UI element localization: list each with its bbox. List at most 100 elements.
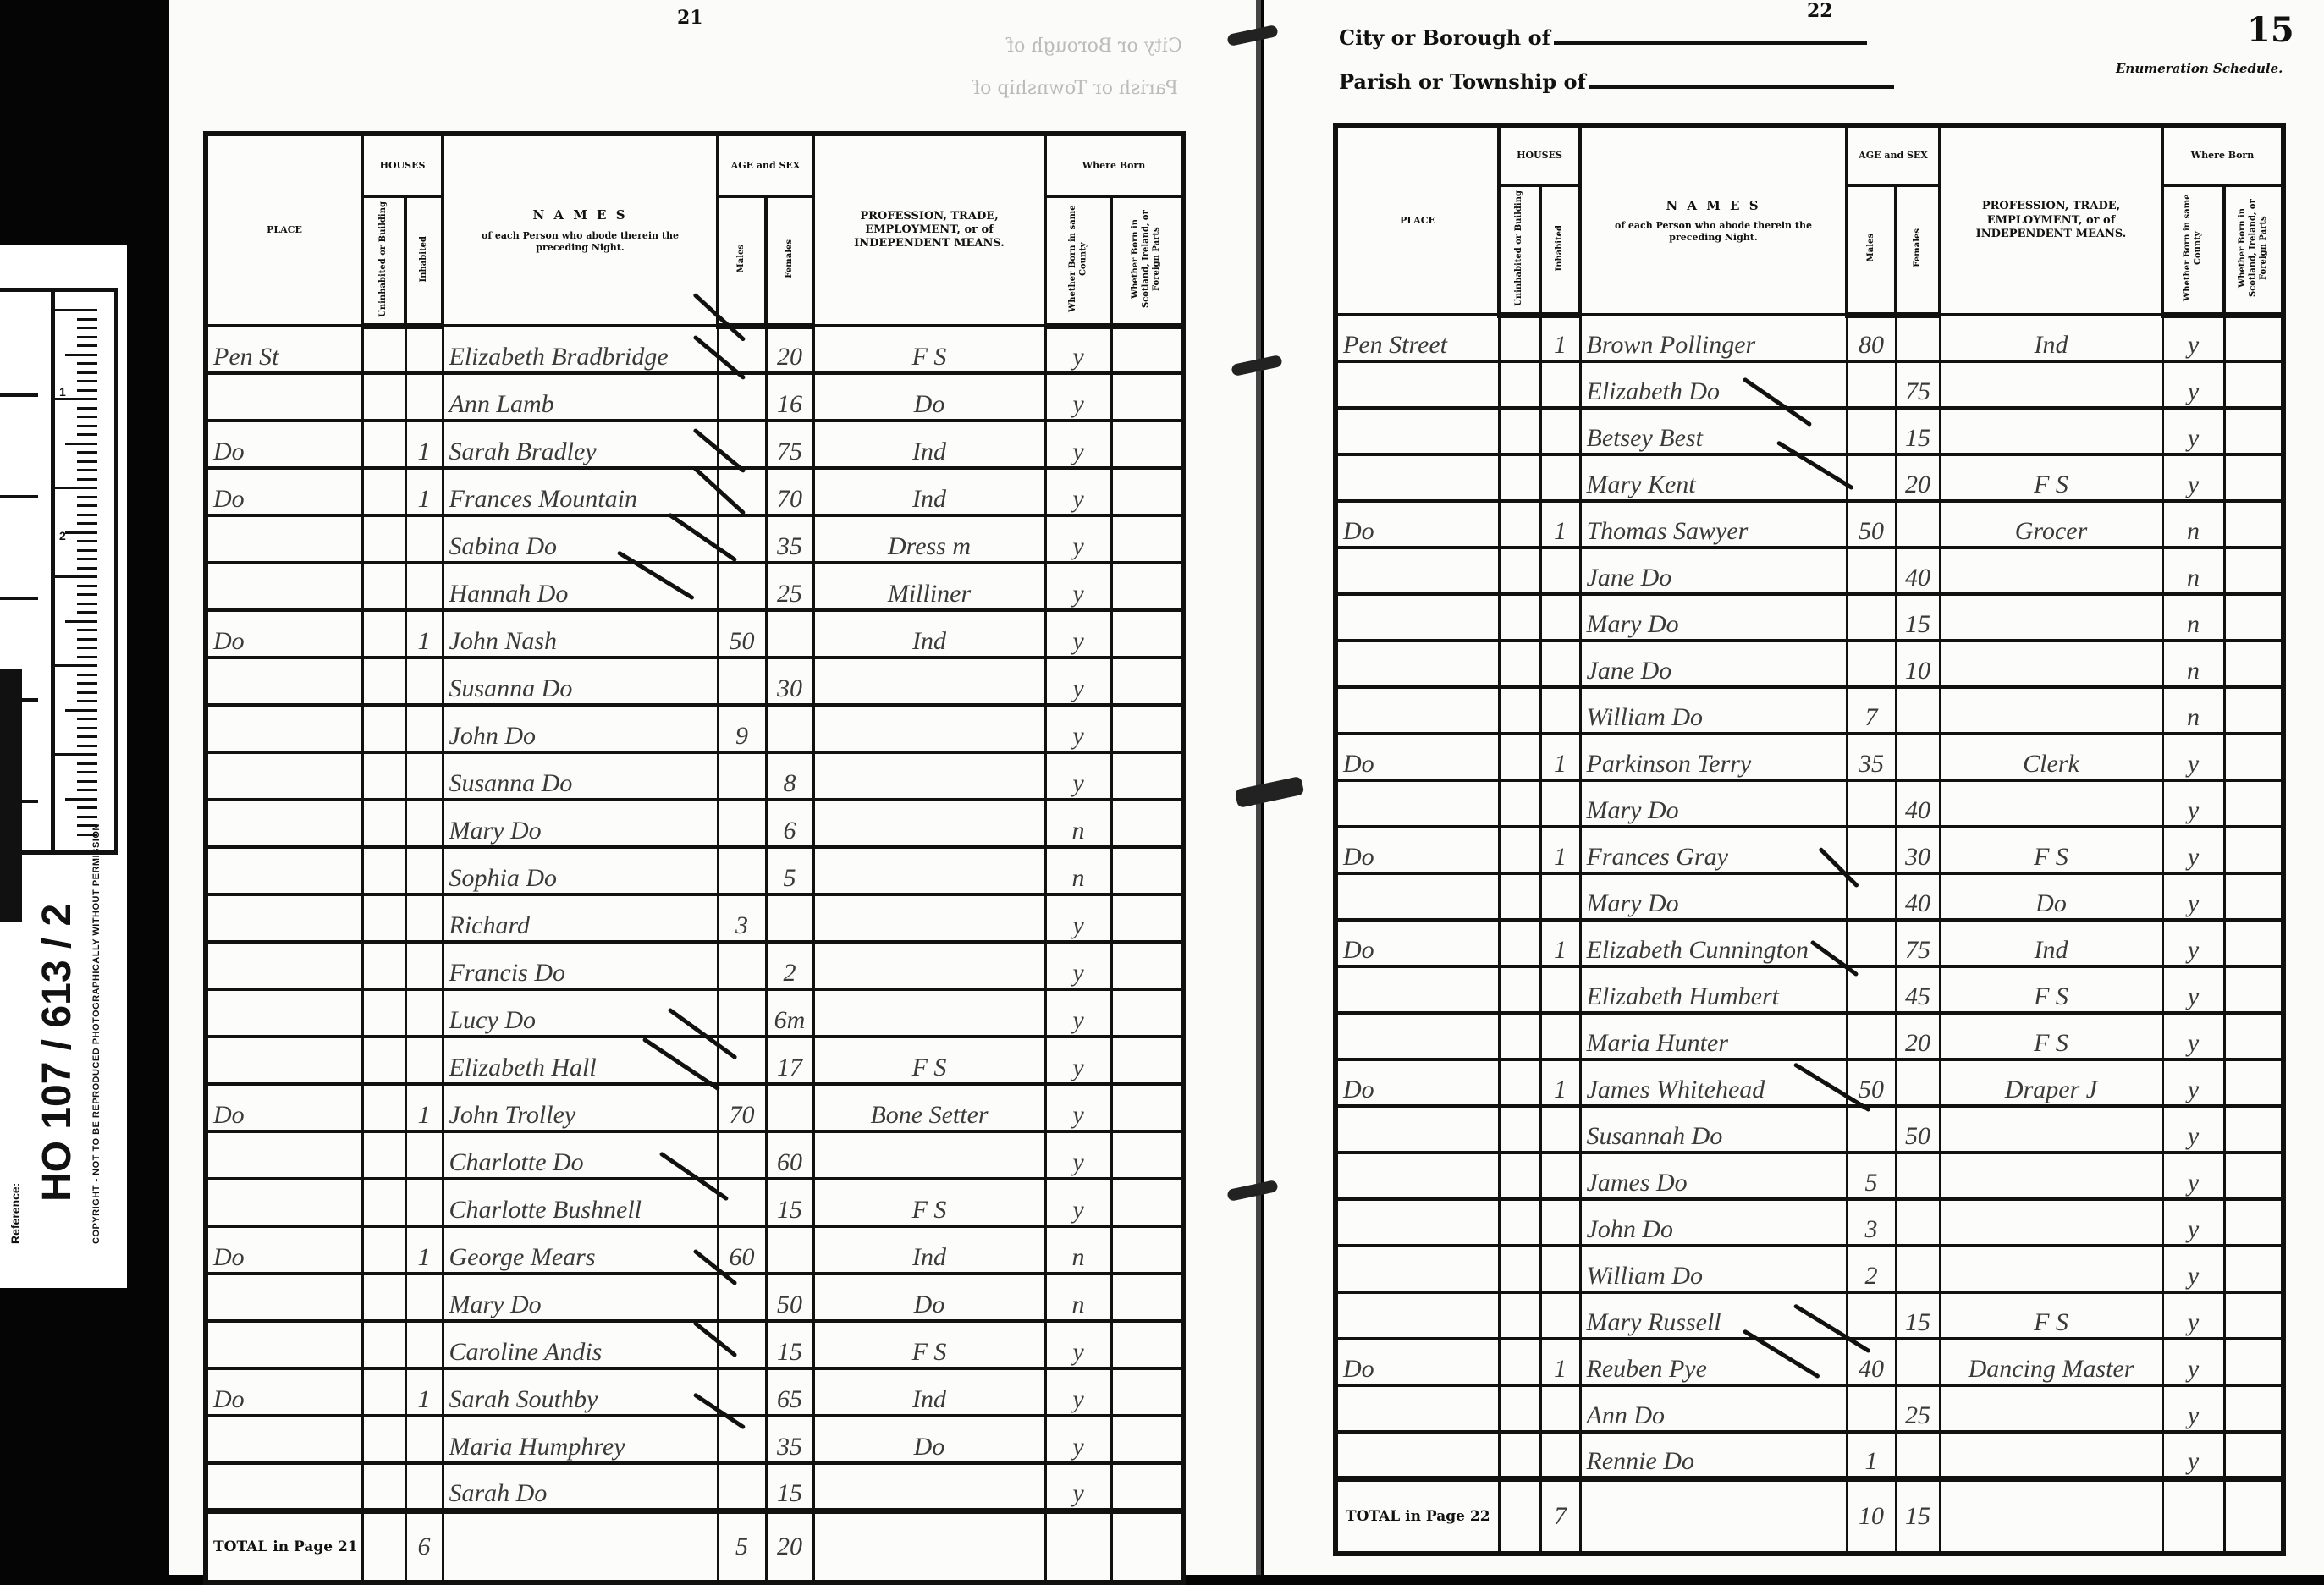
header-elsewhere: Whether Born in Scotland, Ireland, or Fo…: [1110, 194, 1185, 329]
table-row: James Do 5 y: [1334, 1153, 2285, 1202]
profession-cell: [812, 989, 1047, 1039]
uninhabited-cell: [361, 705, 407, 755]
born-same-county-cell: y: [1044, 326, 1113, 376]
table-row: Mary Do 50 Do n: [204, 1274, 1185, 1324]
male-age-cell: [716, 515, 768, 565]
name-cell: John Do: [441, 705, 719, 755]
ruler-tick: [77, 771, 97, 773]
male-age-cell: [716, 1463, 768, 1513]
name-cell: Sarah Do: [441, 1463, 719, 1513]
ruler-tick: [77, 416, 97, 418]
born-same-county-cell: n: [1044, 1226, 1113, 1276]
born-elsewhere-cell: [2222, 501, 2285, 550]
place-cell: [1334, 1432, 1501, 1481]
total-females: 15: [1894, 1475, 1941, 1556]
name-cell: Mary Do: [441, 800, 719, 850]
female-age-cell: [1894, 1432, 1941, 1481]
header-uninhabited: Uninhabited or Building: [361, 194, 407, 329]
female-age-cell: 75: [1894, 920, 1941, 969]
place-cell: [1334, 966, 1501, 1015]
born-elsewhere-cell: [2222, 1432, 2285, 1481]
uninhabited-cell: [361, 1321, 407, 1371]
inhabited-cell: 1: [404, 468, 444, 518]
inhabited-cell: [1539, 873, 1582, 922]
total-females: 20: [764, 1507, 815, 1585]
ruler-tick: [65, 442, 97, 445]
ruler-tick: [77, 548, 97, 552]
born-elsewhere-cell: [1110, 658, 1185, 707]
uninhabited-cell: [361, 1226, 407, 1276]
place-cell: [204, 658, 364, 707]
female-age-cell: [764, 894, 815, 944]
born-elsewhere-cell: [2222, 315, 2285, 364]
ruler-tick: [77, 655, 97, 658]
ruler-tick: [77, 593, 97, 596]
female-age-cell: 5: [764, 847, 815, 897]
male-age-cell: 9: [716, 705, 768, 755]
inhabited-cell: 1: [404, 1368, 444, 1418]
header-profession-text: PROFESSION, TRADE, EMPLOYMENT, or of IND…: [854, 209, 1005, 250]
ruler-tick: [55, 309, 97, 311]
born-elsewhere-cell: [1110, 1131, 1185, 1181]
scale-ruler: 1 2: [0, 288, 118, 855]
header-inhabited-text: Inhabited: [1555, 224, 1565, 272]
inhabited-cell: [1539, 1246, 1582, 1295]
born-same-county-cell: y: [1044, 1463, 1113, 1513]
ruler-tick: [77, 388, 97, 392]
total-row: TOTAL in Page 22 7 10 15: [1334, 1475, 2285, 1556]
place-cell: Do: [1334, 1059, 1501, 1109]
born-same-county-cell: n: [2161, 687, 2226, 736]
table-row: Richard 3 y: [204, 894, 1185, 944]
uninhabited-cell: [1497, 1106, 1542, 1155]
name-cell: Mary Do: [1578, 780, 1848, 829]
male-age-cell: 7: [1845, 687, 1897, 736]
header-uninhabited: Uninhabited or Building: [1497, 183, 1542, 318]
header-houses-text: HOUSES: [379, 159, 426, 171]
born-elsewhere-cell: [2222, 920, 2285, 969]
profession-cell: Clerk: [1938, 734, 2164, 783]
born-elsewhere-cell: [2222, 641, 2285, 690]
header-where-born-text: Where Born: [2190, 150, 2255, 162]
uninhabited-cell: [361, 326, 407, 376]
inhabited-cell: [404, 705, 444, 755]
place-cell: [1334, 1292, 1501, 1341]
uninhabited-cell: [1497, 1153, 1542, 1202]
female-age-cell: [1894, 1059, 1941, 1109]
ruler-tick: [77, 682, 97, 685]
inhabited-cell: [404, 658, 444, 707]
header-females-text: Females: [784, 239, 794, 278]
header-names: N A M E S of each Person who abode therei…: [441, 131, 719, 328]
born-elsewhere-cell: [1110, 326, 1185, 376]
born-same-county-cell: y: [2161, 920, 2226, 969]
born-same-county-cell: y: [1044, 1084, 1113, 1134]
header-place: PLACE: [1334, 123, 1501, 317]
total-blank: [1938, 1475, 2164, 1556]
table-row: Sophia Do 5 n: [204, 847, 1185, 897]
inhabited-cell: [404, 989, 444, 1039]
place-cell: [1334, 1106, 1501, 1155]
profession-cell: [1938, 1432, 2164, 1481]
inhabited-cell: [1539, 1153, 1582, 1202]
inhabited-cell: [1539, 641, 1582, 690]
born-same-county-cell: y: [1044, 942, 1113, 992]
place-cell: [204, 515, 364, 565]
name-cell: James Whitehead: [1578, 1059, 1848, 1109]
born-same-county-cell: y: [2161, 1013, 2226, 1062]
table-row: John Do 9 y: [204, 705, 1185, 755]
table-row: Charlotte Do 60 y: [204, 1131, 1185, 1181]
city-label: City or Borough of: [1339, 25, 1550, 50]
place-cell: [1334, 408, 1501, 457]
uninhabited-cell: [1497, 501, 1542, 550]
total-label: TOTAL in Page 22: [1345, 1507, 1490, 1525]
male-age-cell: [716, 373, 768, 423]
table-row: Hannah Do 25 Milliner y: [204, 563, 1185, 613]
ruler-tick: [77, 718, 97, 720]
ruler-tick: [77, 833, 97, 836]
profession-cell: F S: [1938, 1292, 2164, 1341]
uninhabited-cell: [361, 847, 407, 897]
name-cell: James Do: [1578, 1153, 1848, 1202]
